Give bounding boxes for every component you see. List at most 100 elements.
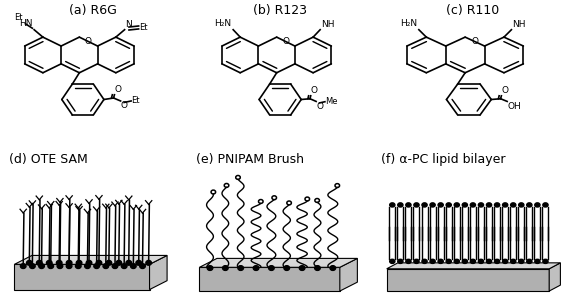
- Polygon shape: [149, 255, 167, 290]
- Circle shape: [76, 260, 82, 265]
- Circle shape: [66, 264, 72, 268]
- Polygon shape: [387, 269, 549, 291]
- Circle shape: [446, 203, 451, 207]
- Text: H₂N: H₂N: [400, 19, 417, 28]
- Text: Me: Me: [325, 97, 338, 106]
- Circle shape: [96, 260, 102, 265]
- Text: (b) R123: (b) R123: [253, 4, 307, 18]
- Circle shape: [478, 203, 483, 207]
- Circle shape: [222, 266, 228, 270]
- Polygon shape: [549, 263, 560, 291]
- Text: (c) R110: (c) R110: [446, 4, 499, 18]
- Circle shape: [470, 259, 475, 263]
- Circle shape: [430, 203, 435, 207]
- Circle shape: [414, 259, 419, 263]
- Polygon shape: [387, 263, 560, 269]
- Circle shape: [511, 259, 516, 263]
- Circle shape: [57, 260, 62, 265]
- Circle shape: [238, 266, 243, 270]
- Circle shape: [422, 203, 427, 207]
- Circle shape: [398, 259, 403, 263]
- Circle shape: [66, 260, 72, 265]
- Circle shape: [253, 266, 259, 270]
- Circle shape: [20, 264, 26, 268]
- Text: H₂N: H₂N: [215, 19, 231, 28]
- Circle shape: [518, 203, 524, 207]
- Circle shape: [29, 264, 35, 268]
- Circle shape: [36, 260, 42, 265]
- Circle shape: [503, 259, 508, 263]
- Circle shape: [406, 203, 411, 207]
- Circle shape: [486, 259, 492, 263]
- Circle shape: [57, 264, 63, 268]
- Polygon shape: [199, 267, 340, 291]
- Circle shape: [106, 260, 112, 265]
- Circle shape: [207, 266, 213, 270]
- Circle shape: [131, 264, 136, 268]
- Circle shape: [543, 259, 548, 263]
- Text: HN: HN: [19, 19, 32, 28]
- Circle shape: [422, 259, 427, 263]
- Circle shape: [446, 259, 451, 263]
- Circle shape: [495, 259, 500, 263]
- Text: Et: Et: [14, 12, 23, 22]
- Circle shape: [126, 260, 131, 265]
- Polygon shape: [15, 264, 149, 290]
- Circle shape: [299, 266, 305, 270]
- Circle shape: [454, 259, 460, 263]
- Circle shape: [27, 260, 32, 265]
- Polygon shape: [340, 258, 357, 291]
- Circle shape: [389, 259, 395, 263]
- Text: O: O: [121, 101, 128, 110]
- Circle shape: [535, 259, 540, 263]
- Circle shape: [511, 203, 516, 207]
- Polygon shape: [199, 258, 357, 267]
- Circle shape: [330, 266, 336, 270]
- Text: N: N: [126, 20, 132, 29]
- Circle shape: [48, 264, 54, 268]
- Circle shape: [269, 266, 274, 270]
- Circle shape: [527, 203, 532, 207]
- Text: NH: NH: [512, 20, 526, 29]
- Circle shape: [414, 203, 419, 207]
- Circle shape: [136, 260, 142, 265]
- Circle shape: [470, 203, 475, 207]
- Text: O: O: [501, 86, 509, 96]
- Circle shape: [527, 259, 532, 263]
- Circle shape: [454, 203, 460, 207]
- Circle shape: [94, 264, 100, 268]
- Text: Et: Et: [131, 96, 140, 105]
- Circle shape: [495, 203, 500, 207]
- Text: O: O: [471, 37, 478, 46]
- Text: Et: Et: [139, 23, 148, 32]
- Circle shape: [462, 259, 468, 263]
- Circle shape: [438, 259, 443, 263]
- Circle shape: [438, 203, 443, 207]
- Circle shape: [46, 260, 52, 265]
- Text: NH: NH: [321, 20, 335, 29]
- Circle shape: [406, 259, 411, 263]
- Text: O: O: [311, 86, 318, 96]
- Circle shape: [389, 203, 395, 207]
- Text: OH: OH: [508, 102, 521, 111]
- Circle shape: [398, 203, 403, 207]
- Circle shape: [315, 266, 320, 270]
- Text: O: O: [282, 37, 289, 46]
- Circle shape: [112, 264, 118, 268]
- Text: (e) PNIPAM Brush: (e) PNIPAM Brush: [196, 153, 304, 166]
- Circle shape: [75, 264, 81, 268]
- Circle shape: [535, 203, 540, 207]
- Text: O: O: [85, 37, 92, 46]
- Circle shape: [146, 260, 152, 265]
- Circle shape: [543, 203, 548, 207]
- Text: (d) OTE SAM: (d) OTE SAM: [9, 153, 88, 166]
- Circle shape: [140, 264, 145, 268]
- Circle shape: [478, 259, 483, 263]
- Circle shape: [38, 264, 44, 268]
- Circle shape: [284, 266, 290, 270]
- Circle shape: [430, 259, 435, 263]
- Text: O: O: [316, 102, 324, 111]
- Text: O: O: [114, 85, 122, 94]
- Circle shape: [85, 264, 90, 268]
- Polygon shape: [15, 255, 167, 264]
